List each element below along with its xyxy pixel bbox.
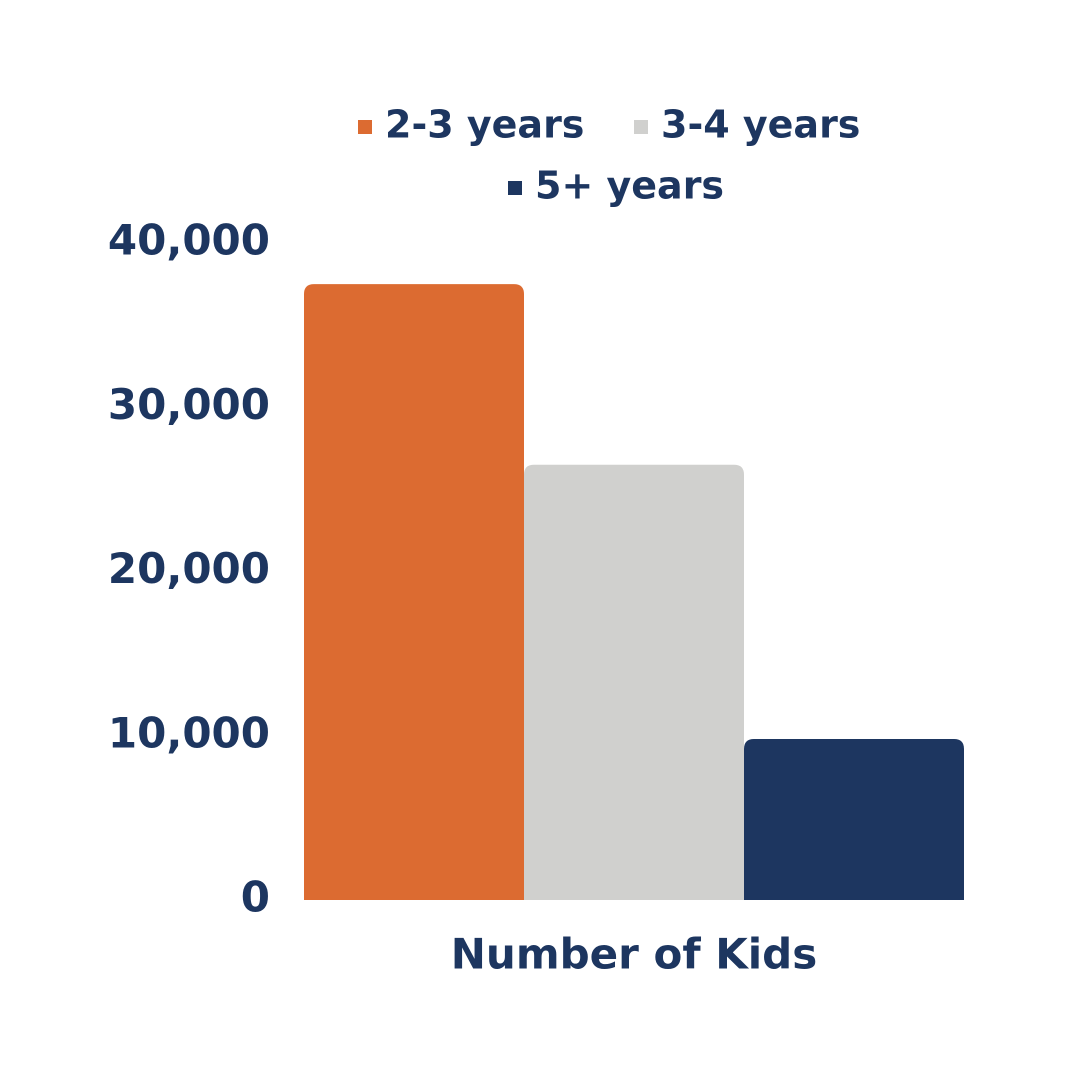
x-axis-label: Number of Kids <box>451 930 817 979</box>
y-tick-label: 20,000 <box>108 544 270 593</box>
bar <box>304 284 524 900</box>
legend-swatch <box>358 120 372 134</box>
bar <box>744 739 964 900</box>
y-tick-label: 40,000 <box>108 216 270 265</box>
y-tick-label: 0 <box>241 873 270 922</box>
legend-label: 5+ years <box>535 164 724 208</box>
legend-swatch <box>634 120 648 134</box>
y-tick-label: 10,000 <box>108 708 270 757</box>
y-tick-label: 30,000 <box>108 380 270 429</box>
legend-label: 3-4 years <box>661 103 860 147</box>
legend-label: 2-3 years <box>385 103 584 147</box>
legend-swatch <box>508 181 522 195</box>
bar <box>524 464 744 900</box>
